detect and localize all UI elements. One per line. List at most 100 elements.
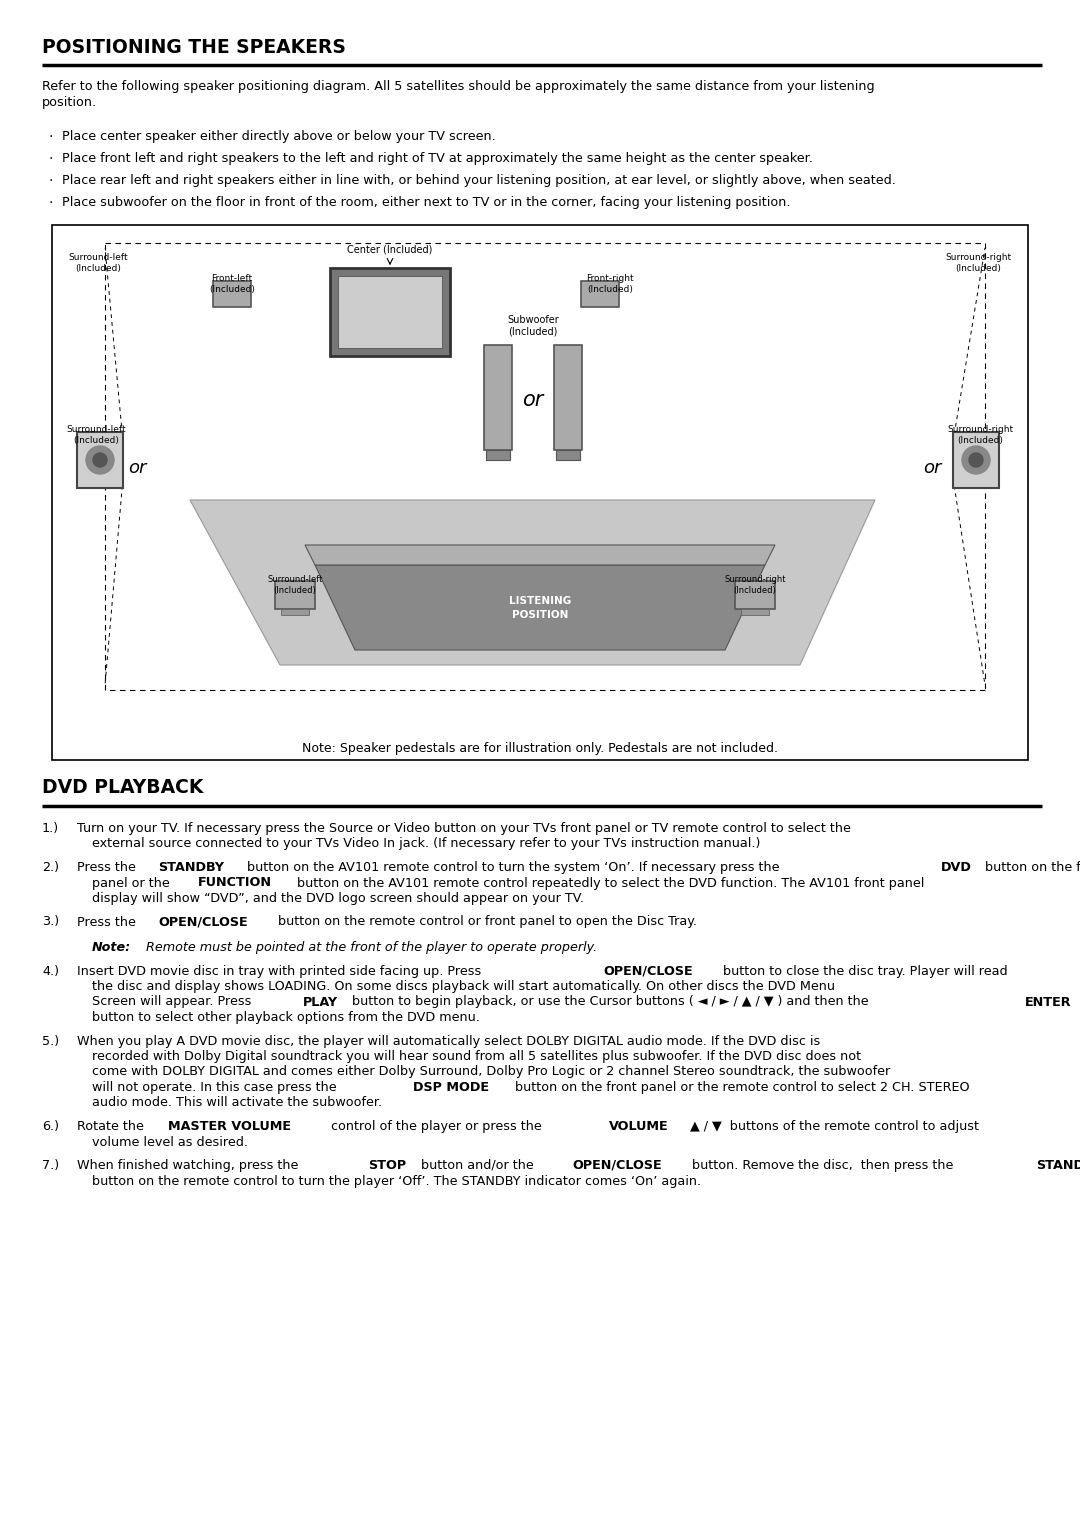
Text: button to select other playback options from the DVD menu.: button to select other playback options … — [92, 1012, 480, 1024]
Text: 6.): 6.) — [42, 1120, 59, 1132]
Text: display will show “DVD”, and the DVD logo screen should appear on your TV.: display will show “DVD”, and the DVD log… — [92, 892, 584, 905]
Bar — [338, 277, 442, 348]
Text: Screen will appear. Press: Screen will appear. Press — [92, 996, 255, 1008]
Text: 3.): 3.) — [42, 915, 59, 929]
Text: Surround-right
(Included): Surround-right (Included) — [945, 254, 1011, 274]
Text: external source connected to your TVs Video In jack. (If necessary refer to your: external source connected to your TVs Vi… — [92, 837, 760, 851]
Text: STOP: STOP — [368, 1160, 406, 1172]
Text: Press the: Press the — [77, 915, 140, 929]
Text: DVD: DVD — [941, 860, 972, 874]
Text: 5.): 5.) — [42, 1034, 59, 1048]
Text: button to close the disc tray. Player will read: button to close the disc tray. Player wi… — [719, 964, 1008, 978]
Text: button on the remote control or front panel to open the Disc Tray.: button on the remote control or front pa… — [273, 915, 697, 929]
Text: PLAY: PLAY — [302, 996, 338, 1008]
Text: or: or — [923, 458, 942, 477]
Text: Center (Included): Center (Included) — [348, 244, 433, 254]
Text: OPEN/CLOSE: OPEN/CLOSE — [158, 915, 247, 929]
Text: Place subwoofer on the floor in front of the room, either next to TV or in the c: Place subwoofer on the floor in front of… — [62, 196, 791, 209]
Text: Refer to the following speaker positioning diagram. All 5 satellites should be a: Refer to the following speaker positioni… — [42, 79, 875, 93]
Text: DVD PLAYBACK: DVD PLAYBACK — [42, 778, 203, 798]
Text: Rotate the: Rotate the — [77, 1120, 148, 1132]
Text: or: or — [523, 390, 543, 410]
Circle shape — [962, 446, 990, 474]
Bar — [556, 451, 580, 460]
Text: Place rear left and right speakers either in line with, or behind your listening: Place rear left and right speakers eithe… — [62, 174, 896, 186]
Polygon shape — [315, 565, 765, 649]
Text: Turn on your TV. If necessary press the Source or Video button on your TVs front: Turn on your TV. If necessary press the … — [77, 822, 851, 834]
Text: Place center speaker either directly above or below your TV screen.: Place center speaker either directly abo… — [62, 130, 496, 144]
Text: audio mode. This will activate the subwoofer.: audio mode. This will activate the subwo… — [92, 1097, 382, 1109]
Text: Surround-right
(Included): Surround-right (Included) — [725, 575, 786, 594]
Text: Front-right
(Included): Front-right (Included) — [586, 274, 634, 293]
Text: button to begin playback, or use the Cursor buttons ( ◄ / ► / ▲ / ▼ ) and then t: button to begin playback, or use the Cur… — [348, 996, 873, 1008]
Bar — [52, 225, 1028, 759]
Circle shape — [969, 452, 983, 468]
Text: OPEN/CLOSE: OPEN/CLOSE — [604, 964, 693, 978]
Polygon shape — [190, 500, 875, 665]
Text: Surround-right
(Included): Surround-right (Included) — [947, 425, 1013, 445]
Text: POSITIONING THE SPEAKERS: POSITIONING THE SPEAKERS — [42, 38, 346, 57]
Text: When you play A DVD movie disc, the player will automatically select DOLBY DIGIT: When you play A DVD movie disc, the play… — [77, 1034, 820, 1048]
Bar — [953, 432, 999, 487]
Circle shape — [93, 452, 107, 468]
Text: volume level as desired.: volume level as desired. — [92, 1135, 248, 1149]
Text: position.: position. — [42, 96, 97, 108]
Text: the disc and display shows LOADING. On some discs playback will start automatica: the disc and display shows LOADING. On s… — [92, 979, 835, 993]
Text: Press the: Press the — [77, 860, 140, 874]
Bar — [484, 345, 512, 451]
Circle shape — [86, 446, 114, 474]
Text: ▲ / ▼  buttons of the remote control to adjust: ▲ / ▼ buttons of the remote control to a… — [687, 1120, 980, 1132]
Text: STANDBY: STANDBY — [158, 860, 225, 874]
Bar — [554, 345, 582, 451]
Polygon shape — [305, 545, 775, 565]
Text: 4.): 4.) — [42, 964, 59, 978]
Bar — [77, 432, 123, 487]
Text: button and/or the: button and/or the — [417, 1160, 538, 1172]
Text: OPEN/CLOSE: OPEN/CLOSE — [572, 1160, 662, 1172]
Text: 2.): 2.) — [42, 860, 59, 874]
Text: 7.): 7.) — [42, 1160, 59, 1172]
Text: ·: · — [48, 130, 52, 144]
Text: Surround-left
(Included): Surround-left (Included) — [68, 254, 127, 274]
Bar — [741, 610, 769, 614]
Text: recorded with Dolby Digital soundtrack you will hear sound from all 5 satellites: recorded with Dolby Digital soundtrack y… — [92, 1050, 861, 1063]
FancyBboxPatch shape — [213, 281, 251, 307]
Text: Remote must be pointed at the front of the player to operate properly.: Remote must be pointed at the front of t… — [143, 941, 597, 953]
Bar — [486, 451, 510, 460]
Text: button. Remove the disc,  then press the: button. Remove the disc, then press the — [688, 1160, 958, 1172]
Text: button on the front panel or the remote control to select 2 CH. STEREO: button on the front panel or the remote … — [511, 1080, 970, 1094]
Text: DSP MODE: DSP MODE — [413, 1080, 489, 1094]
Text: VOLUME: VOLUME — [609, 1120, 669, 1132]
Text: MASTER VOLUME: MASTER VOLUME — [168, 1120, 292, 1132]
Text: Note: Speaker pedestals are for illustration only. Pedestals are not included.: Note: Speaker pedestals are for illustra… — [302, 743, 778, 755]
Text: button on the AV101 remote control to turn the system ‘On’. If necessary press t: button on the AV101 remote control to tu… — [243, 860, 784, 874]
Text: ·: · — [48, 174, 52, 188]
Text: Place front left and right speakers to the left and right of TV at approximately: Place front left and right speakers to t… — [62, 151, 813, 165]
Text: button on the remote control to turn the player ‘Off’. The STANDBY indicator com: button on the remote control to turn the… — [92, 1175, 701, 1187]
Text: When finished watching, press the: When finished watching, press the — [77, 1160, 302, 1172]
FancyBboxPatch shape — [275, 581, 315, 610]
Text: control of the player or press the: control of the player or press the — [327, 1120, 545, 1132]
Text: panel or the: panel or the — [92, 877, 174, 889]
Text: button on the front: button on the front — [981, 860, 1080, 874]
Bar — [281, 610, 309, 614]
Text: STANDBY: STANDBY — [1036, 1160, 1080, 1172]
Text: will not operate. In this case press the: will not operate. In this case press the — [92, 1080, 340, 1094]
FancyBboxPatch shape — [735, 581, 775, 610]
Text: or: or — [129, 458, 147, 477]
Text: FUNCTION: FUNCTION — [198, 877, 271, 889]
Text: Note:: Note: — [92, 941, 132, 953]
Text: button on the AV101 remote control repeatedly to select the DVD function. The AV: button on the AV101 remote control repea… — [293, 877, 924, 889]
Text: Insert DVD movie disc in tray with printed side facing up. Press: Insert DVD movie disc in tray with print… — [77, 964, 485, 978]
Text: LISTENING
POSITION: LISTENING POSITION — [509, 596, 571, 619]
Text: ENTER: ENTER — [1025, 996, 1071, 1008]
Text: ·: · — [48, 196, 52, 209]
Bar — [330, 267, 450, 356]
Text: Surround-left
(Included): Surround-left (Included) — [268, 575, 323, 594]
FancyBboxPatch shape — [581, 281, 619, 307]
Text: come with DOLBY DIGITAL and comes either Dolby Surround, Dolby Pro Logic or 2 ch: come with DOLBY DIGITAL and comes either… — [92, 1065, 890, 1079]
Text: 1.): 1.) — [42, 822, 59, 834]
Text: ·: · — [48, 151, 52, 167]
Text: Front-left
(Included): Front-left (Included) — [210, 274, 255, 293]
Text: Subwoofer
(Included): Subwoofer (Included) — [508, 315, 558, 338]
